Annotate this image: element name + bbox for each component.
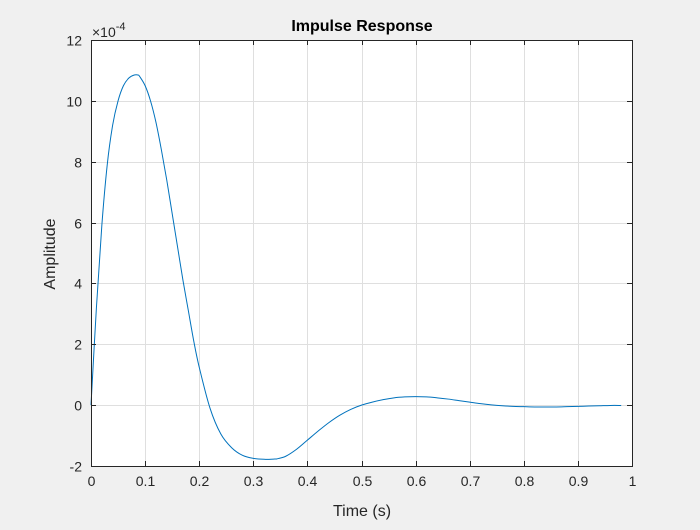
y-exponent-base: ×10 <box>92 24 116 40</box>
y-tick-label: 10 <box>66 94 82 110</box>
x-tick-label: 0.6 <box>407 473 427 489</box>
x-tick-label: 1 <box>629 473 637 489</box>
chart-title: Impulse Response <box>291 18 432 35</box>
y-tick-label: 2 <box>74 337 82 353</box>
y-tick-label: 0 <box>74 398 82 414</box>
x-tick-label: 0.7 <box>461 473 481 489</box>
plot-area <box>91 40 632 466</box>
series-line-0 <box>90 74 622 460</box>
y-tick-label: 4 <box>74 276 82 292</box>
y-tick-label: 6 <box>74 216 82 232</box>
x-tick-label: 0.2 <box>190 473 210 489</box>
x-tick-label: 0 <box>88 473 96 489</box>
y-tick-label: -2 <box>70 459 83 475</box>
x-tick-label: 0.5 <box>353 473 373 489</box>
y-tick-label: 8 <box>74 155 82 171</box>
y-exponent-label: ×10-4 <box>92 21 126 40</box>
x-axis-label: Time (s) <box>333 503 391 520</box>
y-axis-label: Amplitude <box>42 218 59 289</box>
ticks <box>91 40 633 467</box>
x-tick-label: 0.3 <box>244 473 264 489</box>
x-tick-label: 0.9 <box>569 473 589 489</box>
y-exponent-power: -4 <box>116 21 126 33</box>
series-layer <box>90 74 622 460</box>
tick-labels: 0 0.1 0.2 0.3 0.4 0.5 0.6 0.7 0.8 0.9 1 -2 0 2 4 6 8 10 12 <box>66 33 636 490</box>
x-tick-label: 0.8 <box>515 473 535 489</box>
y-tick-label: 12 <box>66 33 82 49</box>
x-tick-label: 0.1 <box>136 473 156 489</box>
x-tick-label: 0.4 <box>298 473 318 489</box>
